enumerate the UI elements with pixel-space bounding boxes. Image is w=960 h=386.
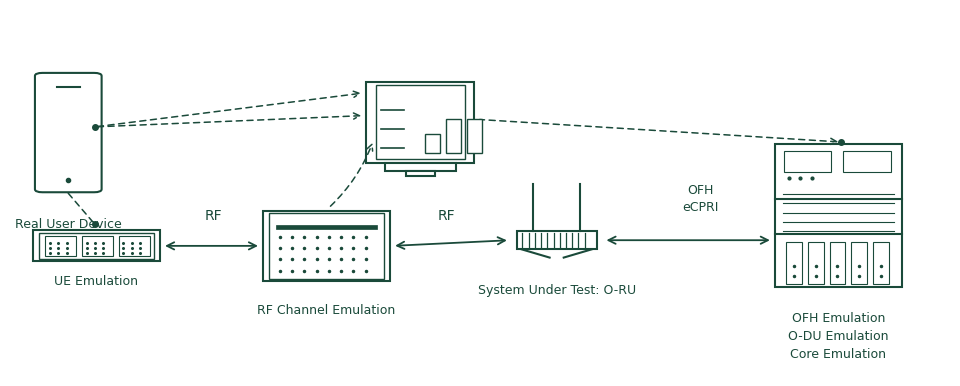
Bar (784, 151, 831, 172)
Text: RF: RF (205, 209, 223, 223)
Bar (829, 242, 846, 284)
FancyBboxPatch shape (35, 73, 102, 192)
Text: RF: RF (438, 209, 456, 223)
Bar (843, 151, 892, 172)
Bar (808, 242, 824, 284)
Bar (786, 242, 803, 284)
Bar (425, 134, 441, 153)
Bar (45, 237, 76, 256)
Text: OFH
eCPRI: OFH eCPRI (683, 184, 718, 214)
Bar (269, 213, 384, 279)
Bar (445, 119, 461, 153)
Bar (467, 119, 482, 153)
Bar (33, 230, 160, 261)
Bar (385, 163, 456, 171)
Text: System Under Test: O-RU: System Under Test: O-RU (478, 284, 636, 296)
Bar (873, 242, 889, 284)
Bar (82, 237, 113, 256)
Bar (376, 85, 465, 159)
Text: RF Channel Emulation: RF Channel Emulation (257, 305, 396, 317)
Bar (406, 171, 435, 176)
Bar (516, 231, 596, 249)
Bar (775, 144, 901, 288)
Bar (852, 242, 867, 284)
Text: Real User Device: Real User Device (15, 218, 122, 230)
Text: UE Emulation: UE Emulation (55, 275, 138, 288)
Bar (276, 225, 377, 229)
Text: OFH Emulation
O-DU Emulation
Core Emulation: OFH Emulation O-DU Emulation Core Emulat… (788, 312, 889, 361)
Bar (263, 211, 390, 281)
Bar (367, 81, 474, 163)
Bar (118, 237, 150, 256)
Bar (38, 233, 155, 259)
